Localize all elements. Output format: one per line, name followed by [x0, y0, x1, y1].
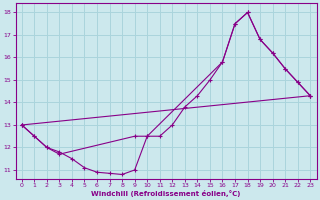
X-axis label: Windchill (Refroidissement éolien,°C): Windchill (Refroidissement éolien,°C)	[91, 190, 241, 197]
